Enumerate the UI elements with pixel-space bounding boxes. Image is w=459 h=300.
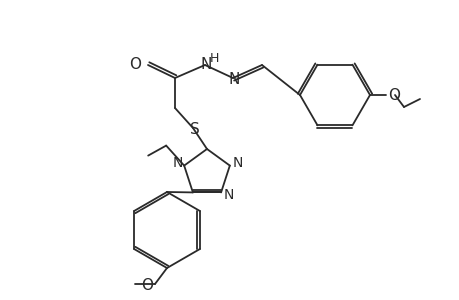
Text: N: N xyxy=(232,156,242,170)
Text: N: N xyxy=(173,156,183,170)
Text: H: H xyxy=(209,52,218,64)
Text: O: O xyxy=(387,88,399,103)
Text: O: O xyxy=(129,56,141,71)
Text: O: O xyxy=(141,278,153,293)
Text: N: N xyxy=(200,56,211,71)
Text: S: S xyxy=(190,122,200,136)
Text: N: N xyxy=(228,71,239,86)
Text: N: N xyxy=(224,188,234,203)
